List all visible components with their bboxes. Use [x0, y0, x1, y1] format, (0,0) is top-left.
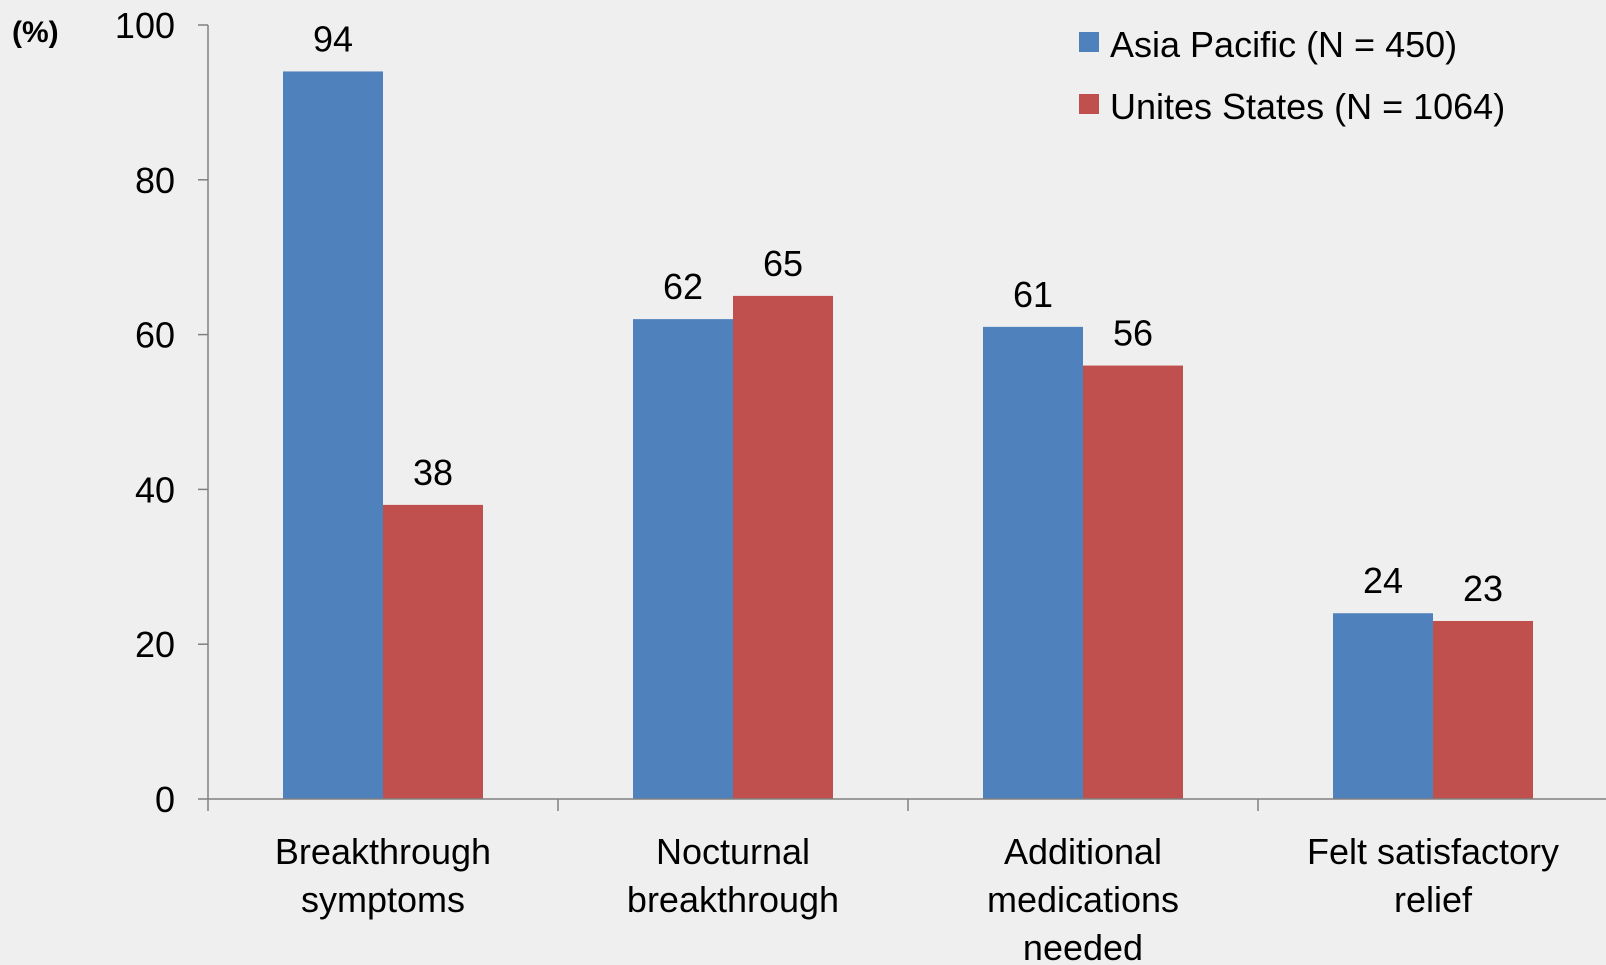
legend-swatch — [1079, 32, 1099, 52]
y-tick-label: 20 — [135, 624, 175, 665]
category-label-line: medications — [987, 879, 1179, 920]
category-label: Breakthrough symptoms — [275, 831, 491, 920]
bar — [1333, 613, 1433, 799]
legend: Asia Pacific (N = 450) Unites States (N =… — [1079, 24, 1505, 127]
data-label: 56 — [1113, 313, 1153, 354]
y-tick-label: 0 — [155, 779, 175, 820]
bar — [283, 71, 383, 799]
bar — [983, 326, 1083, 799]
data-label: 61 — [1013, 274, 1053, 315]
data-label: 65 — [763, 243, 803, 284]
data-label: 94 — [313, 18, 353, 59]
x-axis: Breakthrough symptoms Nocturnal breakthroug… — [207, 798, 1606, 965]
y-axis: 0 20 40 60 80 100 — [115, 5, 209, 820]
legend-swatch — [1079, 94, 1099, 114]
category-label: Additional medications needed — [987, 831, 1179, 965]
category-label-line: Felt satisfactory — [1307, 831, 1559, 872]
category-label-line: breakthrough — [627, 879, 839, 920]
data-label: 38 — [413, 452, 453, 493]
category-label-line: needed — [1023, 927, 1143, 965]
legend-entry: Unites States (N = 1064) — [1110, 86, 1505, 127]
data-label: 62 — [663, 266, 703, 307]
bar — [1083, 365, 1183, 799]
category-label-line: relief — [1394, 879, 1473, 920]
y-tick-label: 40 — [135, 469, 175, 510]
data-label: 24 — [1363, 560, 1403, 601]
data-label: 23 — [1463, 568, 1503, 609]
category-label-line: Breakthrough — [275, 831, 491, 872]
category-label-line: symptoms — [301, 879, 465, 920]
legend-entry: Asia Pacific (N = 450) — [1110, 24, 1457, 65]
bar — [383, 504, 483, 799]
y-tick-label: 80 — [135, 160, 175, 201]
bar — [733, 295, 833, 799]
bars — [283, 71, 1533, 799]
category-label-line: Additional — [1004, 831, 1162, 872]
y-axis-unit-label: (%) — [12, 16, 59, 49]
category-label: Nocturnal breakthrough — [627, 831, 839, 920]
bar — [1433, 620, 1533, 799]
y-tick-label: 60 — [135, 315, 175, 356]
bar — [633, 319, 733, 799]
category-label-line: Nocturnal — [656, 831, 810, 872]
value-labels: 94 62 61 24 38 65 56 23 — [313, 18, 1503, 609]
y-tick-label: 100 — [115, 5, 175, 46]
category-label: Felt satisfactory relief — [1307, 831, 1559, 920]
